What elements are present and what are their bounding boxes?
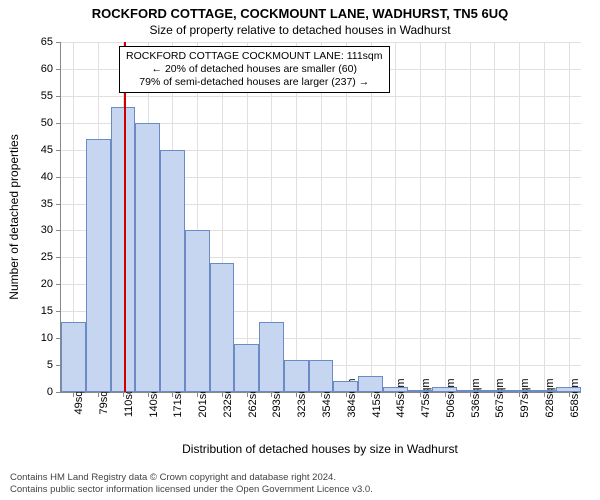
grid-line-v (445, 42, 446, 392)
y-tick-label: 5 (47, 359, 53, 371)
histogram-bar (160, 150, 185, 392)
histogram-bar (383, 387, 408, 392)
footer-line-2: Contains public sector information licen… (10, 484, 373, 496)
histogram-bar (210, 263, 235, 392)
y-tick (56, 150, 61, 151)
grid-line-v (395, 42, 396, 392)
grid-line-v (569, 42, 570, 392)
histogram-bar (432, 387, 457, 392)
y-axis-label: Number of detached properties (7, 134, 21, 299)
y-tick-label: 50 (41, 117, 53, 129)
histogram-bar (135, 123, 160, 392)
y-tick-label: 60 (41, 63, 53, 75)
grid-line-v (321, 42, 322, 392)
histogram-bar (408, 390, 433, 392)
histogram-bar (284, 360, 309, 392)
y-tick (56, 96, 61, 97)
footer-line-1: Contains HM Land Registry data © Crown c… (10, 472, 373, 484)
grid-line-v (296, 42, 297, 392)
x-tick-label: 506sqm (445, 378, 457, 417)
x-tick-label: 475sqm (420, 378, 432, 417)
x-tick-label: 658sqm (569, 378, 581, 417)
y-tick-label: 40 (41, 171, 53, 183)
y-tick (56, 311, 61, 312)
y-tick-label: 10 (41, 332, 53, 344)
y-tick-label: 55 (41, 90, 53, 102)
annotation-line-2: ← 20% of detached houses are smaller (60… (126, 63, 383, 76)
x-tick-label: 597sqm (519, 378, 531, 417)
grid-line-v (470, 42, 471, 392)
y-tick-label: 20 (41, 278, 53, 290)
y-tick (56, 392, 61, 393)
x-tick-label: 536sqm (470, 378, 482, 417)
histogram-bar (457, 390, 482, 392)
x-tick-label: 445sqm (395, 378, 407, 417)
grid-line-v (519, 42, 520, 392)
grid-line-v (371, 42, 372, 392)
annotation-box: ROCKFORD COTTAGE COCKMOUNT LANE: 111sqm … (119, 46, 390, 93)
y-tick (56, 123, 61, 124)
y-tick-label: 15 (41, 305, 53, 317)
y-tick-label: 30 (41, 224, 53, 236)
histogram-bar (234, 344, 259, 392)
histogram-bar (358, 376, 383, 392)
marker-line (124, 42, 126, 392)
histogram-bar (86, 139, 111, 392)
histogram-bar (309, 360, 334, 392)
histogram-bar (531, 390, 556, 392)
y-tick (56, 257, 61, 258)
histogram-bar (507, 390, 532, 392)
y-tick (56, 42, 61, 43)
histogram-bar (185, 230, 210, 392)
chart-subtitle: Size of property relative to detached ho… (0, 21, 600, 37)
grid-line-v (494, 42, 495, 392)
grid-line-v (544, 42, 545, 392)
y-tick (56, 230, 61, 231)
annotation-line-1: ROCKFORD COTTAGE COCKMOUNT LANE: 111sqm (126, 50, 383, 63)
y-tick (56, 204, 61, 205)
annotation-line-3: 79% of semi-detached houses are larger (… (126, 76, 383, 89)
chart-title: ROCKFORD COTTAGE, COCKMOUNT LANE, WADHUR… (0, 0, 600, 21)
histogram-bar (61, 322, 86, 392)
histogram-bar (482, 390, 507, 392)
y-tick-label: 65 (41, 36, 53, 48)
y-tick (56, 177, 61, 178)
chart-container: ROCKFORD COTTAGE, COCKMOUNT LANE, WADHUR… (0, 0, 600, 500)
y-tick (56, 69, 61, 70)
x-tick-label: 628sqm (544, 378, 556, 417)
y-tick-label: 25 (41, 251, 53, 263)
footer-text: Contains HM Land Registry data © Crown c… (10, 472, 373, 496)
y-tick (56, 284, 61, 285)
grid-line-v (247, 42, 248, 392)
y-tick-label: 35 (41, 198, 53, 210)
y-tick-label: 0 (47, 386, 53, 398)
grid-line-v (420, 42, 421, 392)
x-axis-label: Distribution of detached houses by size … (60, 442, 580, 456)
histogram-bar (333, 381, 358, 392)
plot-area: 0510152025303540455055606549sqm79sqm110s… (60, 42, 581, 393)
grid-line-v (346, 42, 347, 392)
histogram-bar (556, 387, 581, 392)
histogram-bar (259, 322, 284, 392)
x-tick-label: 567sqm (494, 378, 506, 417)
y-tick-label: 45 (41, 144, 53, 156)
